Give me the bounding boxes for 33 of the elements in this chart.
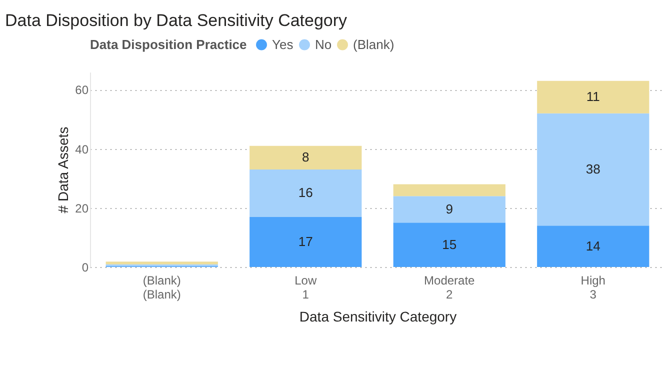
bar: [250, 146, 362, 170]
legend-label: (Blank): [353, 36, 394, 52]
data-label: 38: [586, 162, 600, 176]
x-tick-label: Moderate 2: [424, 274, 476, 302]
bar: [393, 222, 506, 267]
data-label: 8: [302, 150, 310, 165]
x-tick-label: Low 1: [294, 274, 317, 302]
legend-label: No: [315, 36, 332, 52]
y-tick-label: 0: [82, 260, 89, 274]
bar: [106, 262, 218, 264]
data-label: 16: [298, 185, 313, 200]
x-tick-label: High 3: [580, 274, 606, 302]
y-axis-title: # Data Assets: [55, 126, 72, 214]
data-label: 17: [298, 234, 313, 249]
y-tick-label: 40: [75, 142, 89, 156]
x-tick-label: (Blank) (Blank): [142, 274, 181, 302]
chart-title: Data Disposition by Data Sensitivity Category: [5, 11, 348, 30]
bar: [250, 216, 362, 267]
data-label: 9: [446, 201, 453, 216]
bar: [393, 184, 506, 196]
data-label: 11: [586, 89, 600, 104]
x-axis-title: Data Sensitivity Category: [299, 308, 457, 324]
legend-title: Data Disposition Practice: [90, 37, 247, 52]
bar: [537, 226, 650, 267]
bar: [537, 113, 650, 226]
data-label: 14: [586, 238, 600, 254]
bar: [250, 170, 362, 217]
y-tick-label: 20: [75, 201, 89, 216]
legend-label: Yes: [272, 36, 294, 52]
y-tick-label: 60: [75, 83, 89, 98]
bar: [393, 196, 506, 223]
bar: [537, 80, 650, 114]
data-label: 15: [442, 236, 457, 252]
